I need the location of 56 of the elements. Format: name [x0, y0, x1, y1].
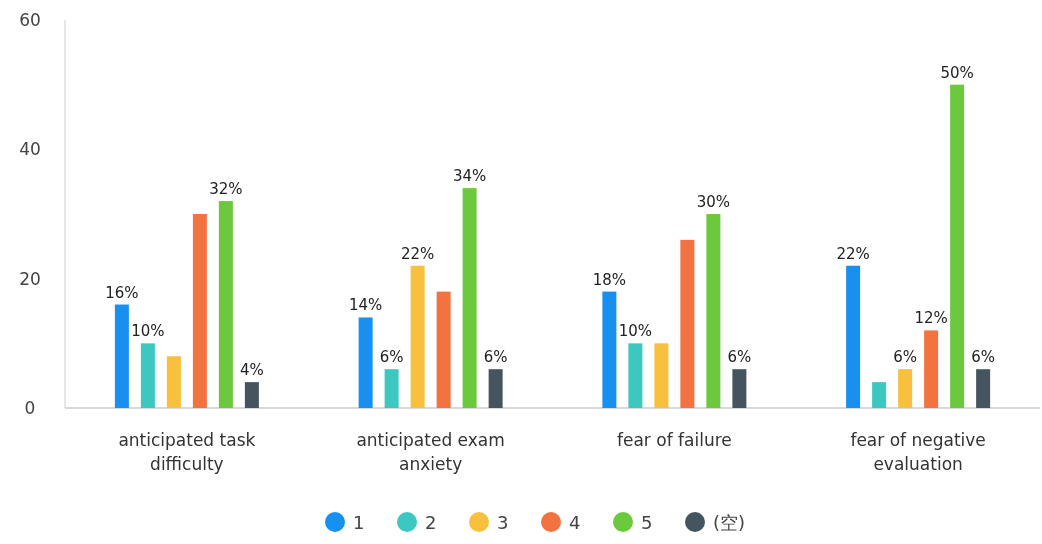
- bar: [628, 343, 643, 408]
- y-tick-label: 60: [19, 10, 41, 30]
- data-label: 18%: [592, 270, 627, 289]
- data-label: 6%: [971, 348, 996, 367]
- data-label: 6%: [727, 348, 752, 367]
- bar: [140, 343, 155, 408]
- bar: [898, 369, 913, 408]
- x-tick-label: fear of negative evaluation: [850, 430, 986, 474]
- legend-label: 2: [425, 512, 437, 533]
- data-label: 32%: [209, 180, 243, 199]
- bar: [680, 239, 695, 408]
- data-label: 6%: [483, 348, 508, 367]
- data-label: 10%: [618, 322, 653, 341]
- bar: [244, 382, 259, 408]
- data-label: 22%: [836, 244, 870, 263]
- legend-label: 5: [641, 512, 653, 533]
- x-tick-label: fear of failure: [617, 430, 732, 450]
- x-tick-label: anticipated task difficulty: [118, 430, 256, 474]
- data-label: 6%: [893, 348, 918, 367]
- bar: [114, 304, 129, 408]
- data-label: 30%: [696, 193, 731, 211]
- y-tick-label: 40: [19, 139, 41, 160]
- bar: [732, 369, 747, 408]
- bar: [654, 343, 669, 408]
- data-label: 4%: [239, 361, 264, 380]
- y-tick-label: 0: [24, 398, 36, 418]
- data-label: 12%: [914, 309, 948, 328]
- bar: [462, 188, 477, 408]
- legend-label: (空): [713, 512, 746, 533]
- data-label: 22%: [400, 244, 435, 263]
- bar: [488, 369, 503, 408]
- bar: [436, 291, 451, 408]
- x-tick-label: anticipated exam anxiety: [356, 430, 505, 474]
- legend-label: 1: [353, 512, 365, 533]
- bar: [976, 369, 991, 408]
- bar: [846, 265, 861, 408]
- bar: [166, 356, 181, 408]
- bar: [218, 201, 233, 408]
- bar: [358, 317, 373, 408]
- data-label: 14%: [348, 296, 383, 315]
- bar: [384, 369, 399, 408]
- bar: [602, 291, 617, 408]
- data-label: 10%: [131, 322, 165, 341]
- data-label: 16%: [105, 283, 139, 302]
- data-label: 50%: [940, 63, 974, 82]
- bar: [872, 382, 887, 408]
- y-tick-label: 20: [19, 268, 41, 289]
- bar: [192, 214, 207, 408]
- bar: [410, 265, 425, 408]
- data-label: 34%: [452, 167, 487, 186]
- bar: [706, 214, 721, 408]
- bar: [924, 330, 939, 408]
- legend-label: 4: [569, 512, 581, 533]
- legend-label: 3: [497, 512, 509, 533]
- data-label: 6%: [379, 348, 404, 367]
- bar: [950, 84, 965, 408]
